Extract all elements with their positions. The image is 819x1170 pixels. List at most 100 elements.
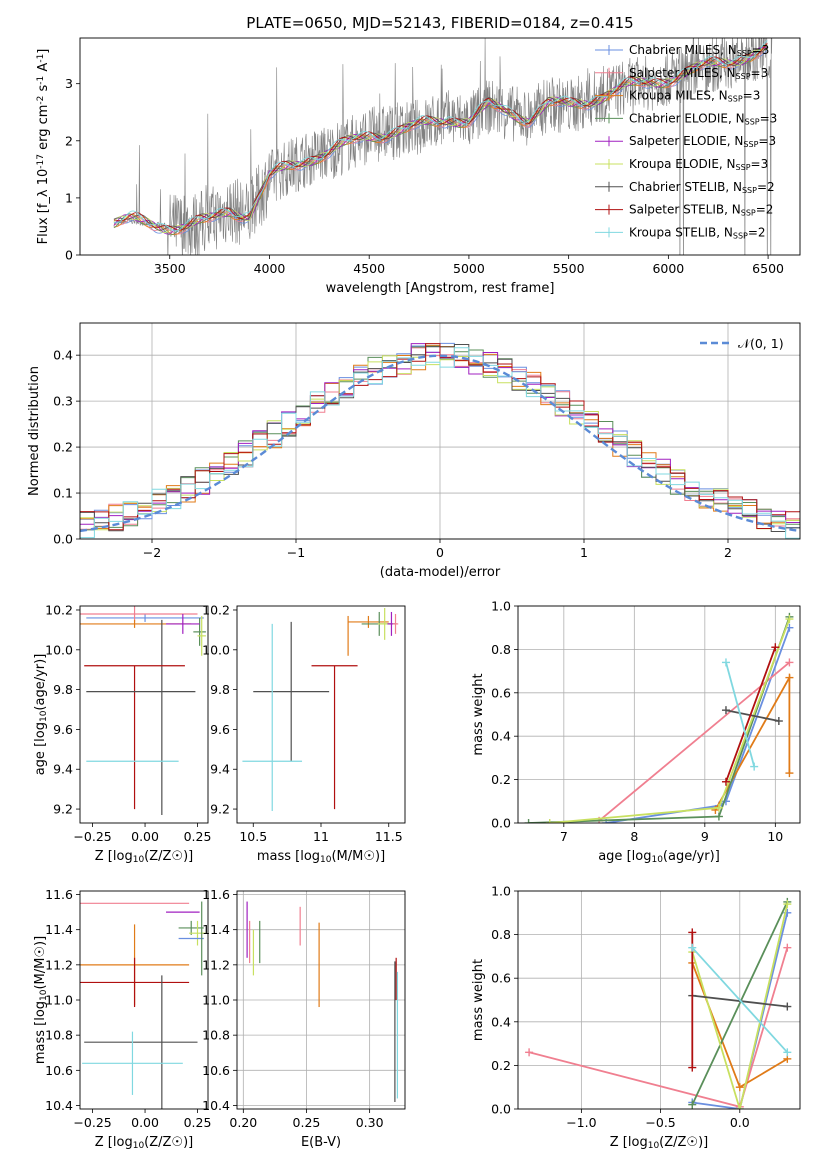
y-tick-label: 9.2 — [53, 802, 73, 817]
y-tick-label: 1 — [65, 190, 73, 205]
x-tick-label: 4500 — [353, 261, 385, 276]
y-tick-label: 10.8 — [202, 1028, 230, 1043]
y-tick-label: 10.2 — [202, 602, 230, 617]
y-axis-label: mass weight — [471, 959, 486, 1041]
x-axis-label: Z [log10(Z/Z☉)] — [610, 1135, 708, 1151]
x-tick-label: −0.25 — [73, 1115, 111, 1130]
series-line-0 — [605, 627, 791, 823]
y-tick-label: 9.4 — [210, 762, 230, 777]
y-tick-label: 11.2 — [45, 957, 73, 972]
series-line-6 — [725, 646, 777, 783]
y-tick-label: 10.6 — [202, 1063, 230, 1078]
plot-area — [242, 607, 399, 812]
x-tick-label: 8 — [630, 829, 638, 844]
x-tick-label: 4000 — [254, 261, 286, 276]
plot-area — [524, 612, 794, 823]
y-tick-label: 11.6 — [202, 887, 230, 902]
y-tick-label: 0.8 — [491, 642, 511, 657]
model-line-8 — [113, 40, 768, 232]
panel-age-vs-Z: −0.25 0.00 0.25 9.2 9.4 9.6 9.8 10.0 10.2 Z [log1… — [33, 602, 211, 865]
y-tick-label: 9.2 — [210, 802, 230, 817]
x-tick-label: 11.5 — [375, 829, 403, 844]
y-tick-label: 0.4 — [491, 729, 511, 744]
y-tick-label: 0.0 — [491, 1102, 511, 1117]
y-tick-label: 0.0 — [491, 816, 511, 831]
plot-area — [113, 38, 773, 255]
y-tick-label: 9.4 — [53, 762, 73, 777]
y-tick-label: 11.0 — [202, 993, 230, 1008]
y-tick-label: 2 — [65, 133, 73, 148]
histogram-8 — [80, 347, 800, 539]
axes-frame — [236, 890, 406, 1110]
histogram-7 — [80, 343, 800, 531]
y-tick-label: 0.0 — [53, 532, 73, 547]
y-tick-label: 10.0 — [202, 642, 230, 657]
panel-mass-vs-Z: −0.25 0.00 0.25 10.4 10.6 10.8 11.0 11.2 11.4 11.… — [33, 887, 211, 1151]
x-axis-label: age [log10(age/yr)] — [598, 849, 720, 865]
plot-area — [80, 342, 800, 539]
x-tick-label: 5000 — [453, 261, 485, 276]
y-axis-label: mass [log10(M/M☉)] — [33, 936, 49, 1064]
y-axis-label: mass weight — [471, 673, 486, 755]
figure-title: PLATE=0650, MJD=52143, FIBERID=0184, z=0… — [246, 14, 633, 32]
axes-frame — [79, 322, 801, 540]
series-line-4 — [691, 903, 789, 1109]
x-axis-label: (data-model)/error — [380, 565, 501, 580]
x-tick-label: 0.00 — [131, 829, 159, 844]
x-tick-label: 2 — [724, 545, 732, 560]
y-axis-label: age [log10(age/yr)] — [33, 654, 49, 776]
x-tick-label: 6500 — [752, 261, 784, 276]
y-tick-label: 10.8 — [45, 1028, 73, 1043]
data-spectrum-line — [113, 38, 773, 255]
x-tick-label: 0.30 — [356, 1115, 384, 1130]
y-tick-label: 9.6 — [210, 722, 230, 737]
x-tick-label: 10 — [767, 829, 783, 844]
legend-label: Chabrier ELODIE, NSSP=3 — [629, 111, 777, 126]
legend-label: Kroupa STELIB, NSSP=2 — [629, 225, 766, 240]
gaussian-curve — [80, 354, 800, 533]
x-tick-label: −0.5 — [645, 1115, 675, 1130]
panel-residuals: −2 −1 0 1 2 0.0 0.1 0.2 0.3 0.4 (data-model)/error… — [27, 322, 801, 580]
series-line-1 — [598, 661, 790, 822]
x-tick-label: 0.00 — [131, 1115, 159, 1130]
x-tick-label: 0 — [436, 545, 444, 560]
y-tick-label: 0.4 — [53, 348, 73, 363]
axes-frame — [79, 37, 801, 256]
x-tick-label: 7 — [560, 829, 568, 844]
x-tick-label: 0.0 — [730, 1115, 750, 1130]
x-tick-label: 0.25 — [184, 829, 212, 844]
series-line-7 — [725, 662, 756, 767]
y-axis-label: Normed distribution — [27, 366, 42, 496]
x-axis-label: Z [log10(Z/Z☉)] — [95, 849, 193, 865]
legend-label: Chabrier MILES, NSSP=3 — [629, 43, 769, 58]
x-tick-label: 11 — [313, 829, 329, 844]
y-tick-label: 0.4 — [491, 1014, 511, 1029]
x-tick-label: 0.25 — [184, 1115, 212, 1130]
panel-weight-vs-Z: −1.0 −0.5 0.0 0.0 0.2 0.4 0.6 0.8 1.0 Z [log10(Z/… — [471, 884, 801, 1151]
x-tick-label: 3500 — [154, 261, 186, 276]
y-tick-label: 1.0 — [491, 599, 511, 614]
plot-area — [80, 901, 206, 1109]
panel-spectrum: 3500 4000 4500 5000 5500 6000 6500 0 1 2 3 waveleng… — [36, 37, 801, 296]
series-line-7 — [691, 947, 788, 1053]
legend-label: Kroupa ELODIE, NSSP=3 — [629, 157, 768, 172]
y-tick-label: 11.6 — [45, 887, 73, 902]
y-tick-label: 9.8 — [53, 682, 73, 697]
y-tick-label: 9.8 — [210, 682, 230, 697]
y-tick-label: 10.0 — [45, 642, 73, 657]
y-tick-label: 10.2 — [45, 602, 73, 617]
series-line-3 — [528, 616, 791, 823]
y-tick-label: 11.0 — [45, 993, 73, 1008]
legend-label: Salpeter STELIB, NSSP=2 — [629, 203, 773, 218]
model-line-4 — [113, 46, 768, 235]
y-tick-label: 9.6 — [53, 722, 73, 737]
legend-label: 𝒩(0, 1) — [738, 336, 784, 351]
x-axis-label: Z [log10(Z/Z☉)] — [95, 1135, 193, 1151]
series-line-3 — [691, 901, 789, 1105]
x-tick-label: −1 — [287, 545, 305, 560]
y-tick-label: 0 — [65, 248, 73, 263]
plot-area — [80, 606, 206, 816]
panel-mass-vs-EBV: 0.20 0.25 0.30 10.4 10.6 10.8 11.0 11.2 11.4 11.6… — [202, 887, 406, 1150]
x-axis-label: E(B-V) — [301, 1135, 341, 1150]
x-tick-label: 6000 — [652, 261, 684, 276]
